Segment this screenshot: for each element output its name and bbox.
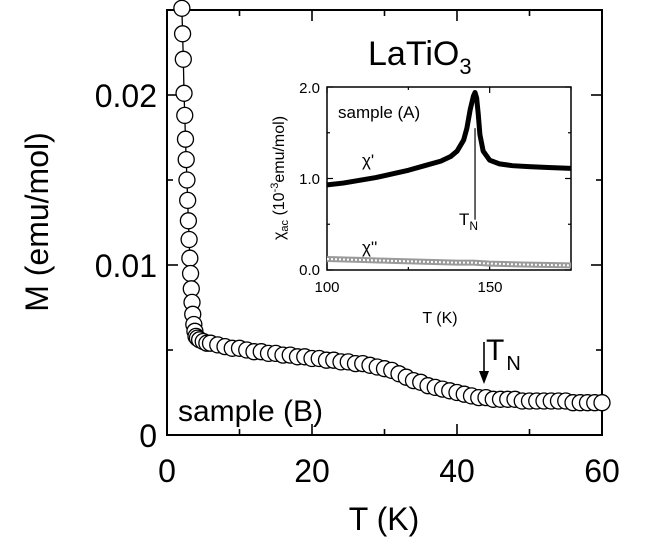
chi-double-prime-label: χ''	[362, 238, 377, 257]
tn-arrow	[479, 342, 489, 384]
main-data-point	[181, 249, 199, 267]
main-ticks	[166, 9, 603, 436]
main-data-point	[173, 0, 191, 17]
main-data-point	[176, 130, 195, 148]
main-x-axis-label: T (K)	[349, 501, 420, 537]
main-x-tick-label: 60	[584, 453, 620, 489]
inset-tn-symbol: T	[459, 210, 469, 229]
main-data-point	[181, 264, 200, 283]
inset-x-axis-label: T (K)	[422, 310, 457, 327]
main-x-tick-label: 40	[439, 453, 475, 489]
main-data-point	[176, 106, 194, 125]
main-chart: 0 0.01 0.02 0 20 40 60 T (K) M (emu/mol)…	[19, 0, 620, 537]
chi-prime-label: χ'	[362, 151, 374, 170]
chart-title: LaTiO3	[368, 35, 472, 79]
inset-y-axis-label-chi: χ	[271, 231, 288, 240]
main-x-tick-label: 20	[294, 453, 330, 489]
inset-y-axis-label-units: emu/mol)	[271, 116, 288, 183]
inset-tn-subscript: N	[469, 219, 478, 233]
main-tn-symbol: T	[486, 334, 504, 367]
main-y-tick-label: 0.01	[95, 248, 157, 284]
chi-prime-curve	[326, 89, 572, 188]
inset-y-axis-label-rest: (10	[271, 192, 288, 220]
main-data-point	[173, 25, 192, 43]
sample-b-annotation: sample (B)	[178, 395, 323, 428]
inset-chart: sample (A) 0.0 1.0 2.0 100 150 T (K) χac…	[269, 80, 572, 327]
inset-x-tick-label: 150	[477, 279, 502, 296]
main-data-point	[178, 171, 196, 189]
inset-tn-annotation: TN	[459, 210, 478, 233]
main-y-tick-label: 0.02	[95, 78, 157, 114]
main-y-tick-label: 0	[139, 418, 157, 454]
inset-title: sample (A)	[338, 103, 420, 122]
inset-y-tick-label: 1.0	[299, 171, 320, 188]
main-data-point	[179, 212, 198, 230]
inset-x-tick-label: 100	[314, 279, 339, 296]
main-data-point	[180, 230, 198, 249]
main-y-axis-label: M (emu/mol)	[19, 132, 55, 312]
chart-title-main: LaTiO	[368, 35, 459, 73]
main-data-point	[174, 50, 192, 68]
chart-title-subscript: 3	[459, 54, 471, 79]
main-series	[173, 0, 611, 412]
main-data-point	[175, 84, 193, 102]
inset-y-axis-label: χac (10-3emu/mol)	[269, 116, 291, 240]
inset-y-tick-label: 2.0	[299, 80, 320, 97]
main-data-point	[593, 394, 611, 412]
main-x-tick-label: 0	[158, 453, 176, 489]
inset-ticks	[326, 86, 572, 271]
inset-y-tick-label: 0.0	[299, 262, 320, 279]
inset-series	[326, 89, 572, 269]
inset-y-axis-label-sub: ac	[279, 220, 291, 232]
main-tn-subscript: N	[506, 353, 520, 375]
inset-y-axis-label-sup: -3	[269, 183, 281, 193]
main-data-point	[179, 191, 197, 210]
main-data-point	[177, 150, 195, 169]
chi-double-prime-hatch	[326, 258, 572, 267]
